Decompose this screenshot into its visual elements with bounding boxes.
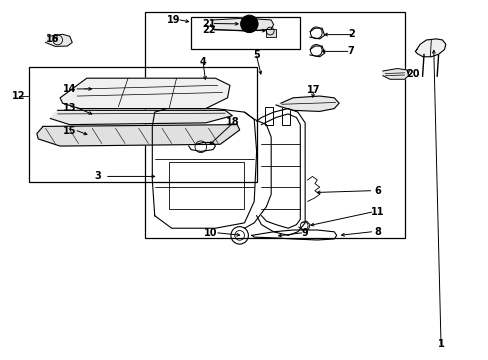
Polygon shape bbox=[414, 39, 445, 57]
Text: 14: 14 bbox=[63, 84, 77, 94]
Text: 16: 16 bbox=[46, 34, 60, 44]
Text: 8: 8 bbox=[374, 227, 381, 237]
Text: 10: 10 bbox=[203, 228, 217, 238]
Text: 17: 17 bbox=[306, 85, 320, 95]
Text: 18: 18 bbox=[225, 117, 239, 127]
Polygon shape bbox=[382, 68, 407, 79]
Polygon shape bbox=[50, 111, 232, 125]
Text: 1: 1 bbox=[437, 339, 444, 348]
Circle shape bbox=[240, 15, 258, 33]
Bar bbox=[169, 162, 244, 208]
Text: 15: 15 bbox=[63, 126, 77, 136]
Bar bbox=[191, 17, 300, 49]
Bar bbox=[264, 107, 272, 125]
Polygon shape bbox=[45, 34, 72, 46]
Polygon shape bbox=[60, 78, 229, 109]
Bar bbox=[145, 13, 404, 238]
Text: 13: 13 bbox=[63, 103, 77, 113]
Text: 6: 6 bbox=[374, 186, 381, 196]
Bar bbox=[281, 107, 289, 125]
Polygon shape bbox=[275, 96, 338, 111]
Text: 21: 21 bbox=[202, 18, 215, 28]
Text: 4: 4 bbox=[200, 57, 206, 67]
Polygon shape bbox=[37, 125, 239, 146]
Text: 19: 19 bbox=[167, 15, 181, 25]
Text: 12: 12 bbox=[12, 91, 25, 101]
Text: 7: 7 bbox=[347, 46, 354, 57]
Text: 11: 11 bbox=[370, 207, 384, 217]
Text: 20: 20 bbox=[406, 68, 419, 78]
Text: 3: 3 bbox=[94, 171, 101, 181]
Polygon shape bbox=[210, 18, 273, 31]
Text: 22: 22 bbox=[202, 25, 215, 35]
Text: 9: 9 bbox=[301, 228, 308, 238]
Text: 5: 5 bbox=[253, 50, 260, 60]
Bar bbox=[28, 67, 256, 182]
Text: 2: 2 bbox=[347, 28, 354, 39]
Bar bbox=[266, 29, 276, 37]
